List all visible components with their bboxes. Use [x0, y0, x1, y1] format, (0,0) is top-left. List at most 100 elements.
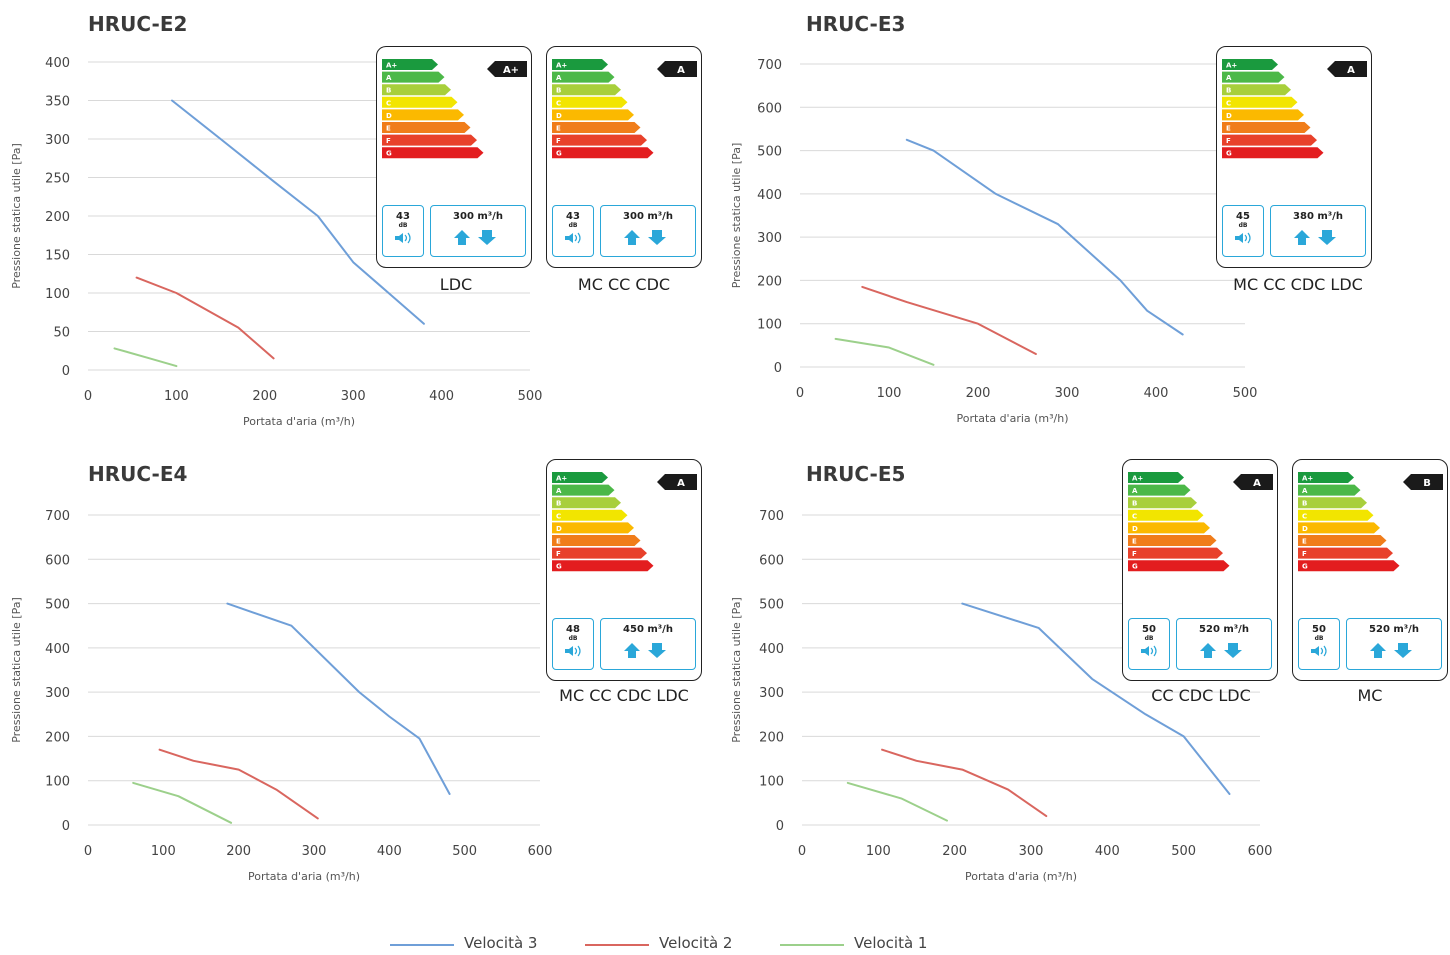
energy-class-label: G	[386, 150, 392, 158]
energy-class-label: A+	[1302, 475, 1313, 483]
y-tick-label: 100	[45, 775, 70, 790]
energy-class-label: D	[1226, 112, 1232, 120]
x-tick-label: 0	[796, 386, 804, 401]
airflow-box: 450 m³/h	[600, 618, 696, 670]
series-line-velocit-3	[226, 602, 451, 795]
energy-class-bar	[1128, 509, 1204, 521]
chart-plot-e5: 0 100 200 300 400 500 600 700 0 100 200 300 400 500 60…	[730, 509, 1272, 883]
energy-class-label: F	[1132, 550, 1137, 558]
energy-class-label: A	[1132, 487, 1138, 495]
energy-rating: A	[677, 478, 685, 489]
x-tick-label: 0	[84, 844, 92, 859]
energy-class-label: F	[556, 550, 561, 558]
y-tick-label: 350	[45, 95, 70, 110]
airflow-box: 520 m³/h	[1176, 618, 1272, 670]
y-tick-label: 0	[776, 819, 784, 834]
airflow-value: 300 m³/h	[453, 211, 503, 222]
y-tick-label: 400	[757, 188, 782, 203]
energy-class-label: B	[1302, 500, 1307, 508]
energy-class-label: G	[1302, 563, 1308, 571]
sound-icon	[1235, 232, 1251, 244]
energy-class-label: G	[1226, 150, 1232, 158]
energy-label-caption: MC CC CDC	[577, 275, 671, 294]
series-line-velocit-1	[132, 781, 233, 824]
y-tick-label: 400	[759, 642, 784, 657]
y-tick-label: 200	[757, 274, 782, 289]
series-line-velocit-2	[881, 748, 1048, 818]
energy-class-label: G	[556, 563, 562, 571]
energy-rating-badge	[1327, 61, 1367, 77]
series-line-velocit-1	[846, 781, 948, 822]
y-axis-title: Pressione statica utile [Pa]	[730, 143, 743, 289]
energy-class-bar	[1298, 522, 1380, 534]
energy-class-bar	[1222, 59, 1278, 70]
y-tick-label: 400	[45, 642, 70, 657]
energy-class-label: D	[386, 112, 392, 120]
y-axis-title: Pressione statica utile [Pa]	[10, 143, 23, 289]
energy-class-bar	[1298, 484, 1361, 496]
energy-class-bar	[1222, 109, 1304, 121]
energy-label-card: A+ A B C D E F G A 48 dB 450 m³/h	[546, 459, 702, 681]
energy-rating: A	[1253, 478, 1261, 489]
legend-label: Velocità 3	[464, 934, 538, 952]
noise-level-unit: dB	[568, 635, 578, 642]
airflow-value: 300 m³/h	[623, 211, 673, 222]
y-tick-label: 200	[45, 730, 70, 745]
energy-rating-badge	[487, 61, 527, 77]
airflow-value: 520 m³/h	[1369, 624, 1419, 635]
noise-level-box: 43 dB	[552, 205, 594, 257]
energy-class-label: C	[556, 512, 561, 520]
energy-class-bar	[382, 59, 438, 70]
energy-class-label: D	[556, 112, 562, 120]
energy-class-bar	[552, 147, 654, 159]
noise-level-value: 48	[566, 624, 580, 635]
x-tick-label: 500	[1171, 844, 1196, 859]
airflow-arrows-icon	[624, 230, 666, 245]
energy-class-bar	[1128, 535, 1217, 546]
energy-label-caption: LDC	[439, 275, 473, 294]
energy-class-bar	[552, 109, 634, 121]
energy-label-card: A+ A B C D E F G B 50 dB 520 m³/h	[1292, 459, 1448, 681]
noise-level-value: 50	[1142, 624, 1156, 635]
chart-plot-e4: 0 100 200 300 400 500 600 700 0 100 200 300 400 500 60…	[10, 509, 552, 883]
energy-class-bar	[1222, 122, 1311, 133]
energy-class-label: B	[556, 87, 561, 95]
noise-level-box: 45 dB	[1222, 205, 1264, 257]
energy-rating: A+	[503, 65, 519, 76]
energy-class-label: E	[1226, 125, 1231, 133]
energy-class-bar	[1128, 560, 1230, 572]
energy-class-bar	[1298, 547, 1393, 559]
energy-label-card: A+ A B C D E F G A 45 dB 380 m³/h	[1216, 46, 1372, 268]
noise-level-unit: dB	[1238, 222, 1248, 229]
chart-title-e5: HRUC-E5	[806, 462, 906, 486]
y-tick-label: 100	[45, 287, 70, 302]
x-tick-label: 100	[866, 844, 891, 859]
energy-class-label: C	[386, 99, 391, 107]
noise-level-unit: dB	[1144, 635, 1154, 642]
energy-class-bar	[552, 84, 621, 96]
energy-label-card: A+ A B C D E F G A+ 43 dB 300 m³/h	[376, 46, 532, 268]
energy-class-label: E	[556, 125, 561, 133]
energy-rating: A	[1347, 65, 1355, 76]
energy-rating: B	[1423, 478, 1431, 489]
sound-icon	[565, 232, 581, 244]
series-line-velocit-1	[834, 337, 935, 366]
sound-icon	[1311, 645, 1327, 657]
x-axis-title: Portata d'aria (m³/h)	[965, 870, 1077, 883]
energy-class-bar	[1298, 497, 1367, 509]
energy-class-bar	[552, 497, 621, 509]
energy-class-label: G	[1132, 563, 1138, 571]
energy-class-bar	[1128, 497, 1197, 509]
energy-label-caption: MC CC CDC LDC	[1233, 275, 1363, 294]
energy-class-bar	[552, 484, 615, 496]
energy-class-label: F	[1226, 137, 1231, 145]
noise-level-box: 50 dB	[1128, 618, 1170, 670]
energy-class-label: D	[556, 525, 562, 533]
energy-class-bar	[382, 109, 464, 121]
energy-class-label: C	[556, 99, 561, 107]
sound-icon	[1141, 645, 1157, 657]
energy-class-label: C	[1226, 99, 1231, 107]
x-tick-label: 200	[252, 389, 277, 404]
